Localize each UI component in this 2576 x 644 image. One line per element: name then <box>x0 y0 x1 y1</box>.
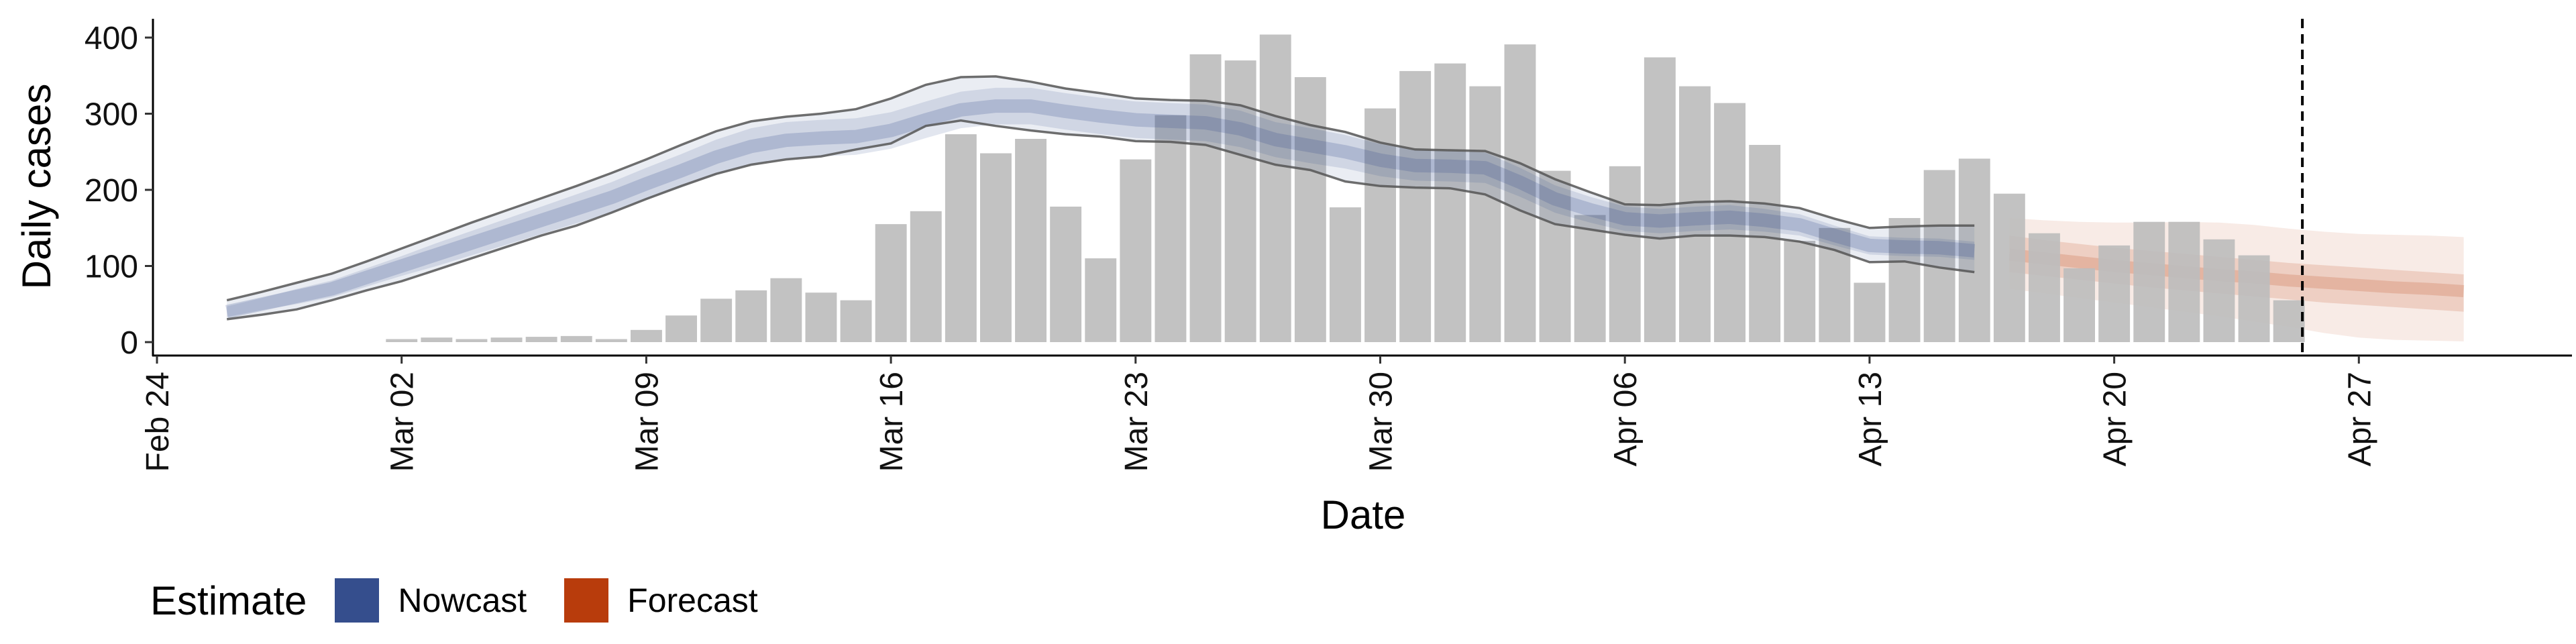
case-bar <box>1539 170 1571 342</box>
x-tick-label: Mar 30 <box>1364 372 1399 472</box>
case-bar <box>1120 159 1152 342</box>
y-tick-label: 300 <box>85 97 138 133</box>
case-bar <box>910 211 942 342</box>
case-bar <box>2203 239 2235 342</box>
case-bar <box>2168 221 2200 342</box>
case-bar <box>2029 233 2060 342</box>
case-bar <box>1015 139 1046 342</box>
case-bar <box>770 278 802 342</box>
case-bar <box>1714 103 1746 342</box>
nowcast-bands <box>225 76 1976 319</box>
nowcast-upper-line <box>226 75 1975 302</box>
case-bar <box>560 335 592 342</box>
case-bar <box>1294 77 1326 342</box>
case-bars <box>386 34 2305 343</box>
legend-label-nowcast: Nowcast <box>398 582 527 619</box>
case-bar <box>1784 241 1816 342</box>
case-bar <box>1189 54 1222 342</box>
y-axis-title: Daily cases <box>14 84 59 290</box>
case-bar <box>1854 282 1886 342</box>
legend-label-forecast: Forecast <box>627 582 758 619</box>
nowcast-band-90 <box>227 76 1975 319</box>
case-bar <box>805 292 837 342</box>
case-bar <box>1085 258 1117 342</box>
case-bar <box>2133 221 2165 342</box>
case-bar <box>1364 108 1396 342</box>
case-bar <box>2273 300 2305 342</box>
y-tick-label: 100 <box>85 250 138 285</box>
legend: Estimate Nowcast Forecast <box>150 578 796 623</box>
x-tick-label: Apr 06 <box>1608 372 1644 466</box>
case-bar <box>1224 60 1256 342</box>
x-tick-label: Apr 27 <box>2342 372 2377 466</box>
case-bar <box>1155 115 1187 343</box>
case-bar <box>1923 170 1955 342</box>
case-bar <box>875 224 907 342</box>
y-tick-label: 200 <box>85 173 138 209</box>
case-bar <box>1958 158 1990 342</box>
x-tick-label: Mar 09 <box>629 372 665 472</box>
y-tick-label: 0 <box>120 325 138 361</box>
case-bar <box>945 134 977 342</box>
case-bar <box>595 339 627 342</box>
x-tick-label: Mar 16 <box>874 372 910 472</box>
case-bar <box>1888 218 1921 342</box>
case-bar <box>2063 268 2095 342</box>
case-bar <box>700 299 733 342</box>
case-bar <box>840 300 872 342</box>
case-bar <box>421 337 453 342</box>
case-bar <box>735 290 767 342</box>
legend-item-nowcast: Nowcast <box>335 578 527 623</box>
case-bar <box>631 329 662 342</box>
case-bar <box>1330 207 1361 342</box>
x-tick-label: Mar 23 <box>1119 372 1155 472</box>
x-tick-label: Mar 02 <box>385 372 421 472</box>
case-bar <box>1609 166 1641 343</box>
legend-title: Estimate <box>150 578 307 623</box>
case-bar <box>1679 86 1711 342</box>
case-bar <box>1434 63 1466 342</box>
case-bar <box>1469 86 1501 342</box>
nowcast-median-band <box>225 99 1976 319</box>
x-tick-label: Apr 20 <box>2098 372 2133 466</box>
x-axis-title: Date <box>1321 492 1406 537</box>
nowcast-band-50 <box>227 87 1975 317</box>
case-bar <box>1504 44 1536 342</box>
case-bar <box>1749 145 1781 342</box>
case-bar <box>455 339 488 342</box>
x-axis: Feb 24 Mar 02 Mar 09 Mar 16 Mar 23 Mar 30 Apr … <box>140 354 2572 472</box>
case-bar <box>525 337 557 342</box>
x-tick-label: Apr 13 <box>1853 372 1888 466</box>
case-bar <box>2098 245 2131 342</box>
case-bar <box>1993 193 2025 342</box>
case-bar <box>386 339 418 342</box>
legend-swatch-forecast <box>564 578 609 623</box>
y-axis: 0 100 200 300 400 <box>85 19 154 361</box>
case-bar <box>2238 255 2270 342</box>
case-bar <box>1050 207 1082 342</box>
forecast-median-band <box>2008 248 2465 297</box>
case-bar <box>490 337 523 342</box>
case-bar <box>980 153 1012 342</box>
nowcast-lower-line <box>226 119 1975 321</box>
case-bar <box>1644 57 1676 342</box>
y-tick-label: 400 <box>85 21 138 56</box>
case-bar <box>1259 34 1291 342</box>
legend-item-forecast: Forecast <box>564 578 758 623</box>
legend-swatch-nowcast <box>335 578 380 623</box>
case-bar <box>665 315 697 342</box>
x-tick-label: Feb 24 <box>140 372 176 472</box>
case-bar <box>1399 70 1432 343</box>
nowcast-interval-lines <box>226 75 1975 321</box>
case-bar <box>1574 215 1606 342</box>
